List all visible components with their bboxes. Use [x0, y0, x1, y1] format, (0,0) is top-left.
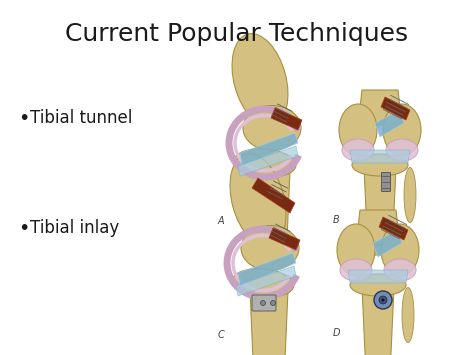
Circle shape: [271, 300, 275, 306]
Ellipse shape: [352, 154, 408, 176]
Ellipse shape: [383, 104, 421, 156]
Polygon shape: [236, 266, 296, 296]
Text: C: C: [218, 330, 225, 340]
Text: D: D: [333, 328, 340, 338]
Text: A: A: [218, 216, 225, 226]
Polygon shape: [381, 97, 410, 120]
Circle shape: [382, 299, 384, 301]
Circle shape: [261, 300, 265, 306]
Ellipse shape: [232, 34, 288, 126]
Ellipse shape: [230, 154, 286, 246]
Polygon shape: [356, 210, 400, 245]
Ellipse shape: [339, 104, 377, 156]
Polygon shape: [271, 108, 302, 130]
Polygon shape: [379, 217, 408, 240]
Polygon shape: [362, 287, 394, 355]
Text: •: •: [18, 109, 29, 127]
Ellipse shape: [243, 105, 301, 151]
Polygon shape: [364, 167, 396, 255]
Ellipse shape: [384, 259, 416, 281]
Text: •: •: [18, 218, 29, 237]
Polygon shape: [269, 228, 300, 250]
Polygon shape: [358, 90, 402, 125]
Polygon shape: [252, 178, 295, 213]
Polygon shape: [238, 253, 296, 286]
Circle shape: [374, 291, 392, 309]
Ellipse shape: [404, 168, 416, 223]
FancyBboxPatch shape: [382, 173, 391, 191]
Ellipse shape: [340, 259, 372, 281]
Ellipse shape: [350, 274, 406, 296]
Ellipse shape: [234, 149, 296, 177]
Polygon shape: [348, 270, 408, 283]
Ellipse shape: [342, 139, 374, 161]
Polygon shape: [250, 290, 288, 355]
Polygon shape: [375, 110, 404, 137]
Polygon shape: [373, 230, 402, 257]
Polygon shape: [252, 170, 290, 263]
Circle shape: [379, 296, 387, 304]
Ellipse shape: [381, 224, 419, 276]
Ellipse shape: [337, 224, 375, 276]
Text: Tibial inlay: Tibial inlay: [30, 219, 119, 237]
Polygon shape: [350, 150, 410, 163]
Ellipse shape: [241, 225, 299, 271]
Ellipse shape: [232, 269, 294, 297]
Ellipse shape: [402, 288, 414, 343]
Text: B: B: [333, 215, 340, 225]
FancyBboxPatch shape: [252, 295, 276, 311]
Text: Tibial tunnel: Tibial tunnel: [30, 109, 132, 127]
Polygon shape: [238, 146, 298, 176]
Ellipse shape: [386, 139, 418, 161]
Text: Current Popular Techniques: Current Popular Techniques: [65, 22, 409, 46]
Polygon shape: [240, 133, 298, 166]
